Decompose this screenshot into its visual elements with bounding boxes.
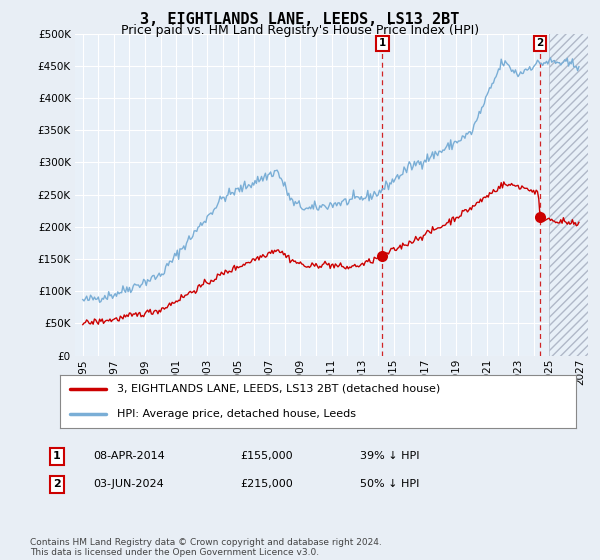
Text: 08-APR-2014: 08-APR-2014 (93, 451, 165, 461)
Text: 1: 1 (379, 38, 386, 48)
Text: Contains HM Land Registry data © Crown copyright and database right 2024.
This d: Contains HM Land Registry data © Crown c… (30, 538, 382, 557)
Text: 2: 2 (53, 479, 61, 489)
Text: 1: 1 (53, 451, 61, 461)
Text: £155,000: £155,000 (240, 451, 293, 461)
Text: 39% ↓ HPI: 39% ↓ HPI (360, 451, 419, 461)
Text: £215,000: £215,000 (240, 479, 293, 489)
Text: Price paid vs. HM Land Registry's House Price Index (HPI): Price paid vs. HM Land Registry's House … (121, 24, 479, 37)
Text: 50% ↓ HPI: 50% ↓ HPI (360, 479, 419, 489)
Text: 3, EIGHTLANDS LANE, LEEDS, LS13 2BT (detached house): 3, EIGHTLANDS LANE, LEEDS, LS13 2BT (det… (117, 384, 440, 394)
Text: 3, EIGHTLANDS LANE, LEEDS, LS13 2BT: 3, EIGHTLANDS LANE, LEEDS, LS13 2BT (140, 12, 460, 27)
Text: 2: 2 (536, 38, 544, 48)
Text: 03-JUN-2024: 03-JUN-2024 (93, 479, 164, 489)
Text: HPI: Average price, detached house, Leeds: HPI: Average price, detached house, Leed… (117, 408, 356, 418)
